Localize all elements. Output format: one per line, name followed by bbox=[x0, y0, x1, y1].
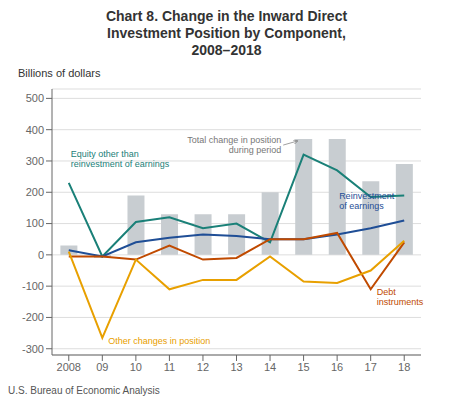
svg-text:-300: -300 bbox=[22, 343, 44, 355]
svg-text:Equity other thanreinvestment: Equity other thanreinvestment of earning… bbox=[71, 149, 170, 169]
html-text:U.S. Bureau of Economic Analys: U.S. Bureau of Economic Analysis bbox=[8, 385, 160, 396]
svg-text:11: 11 bbox=[164, 361, 175, 373]
svg-text:Total change in positionduring: Total change in positionduring period bbox=[187, 135, 281, 155]
svg-text:300: 300 bbox=[26, 155, 44, 167]
svg-text:16: 16 bbox=[331, 361, 343, 373]
html-text:Chart 8. Change in the Inward: Chart 8. Change in the Inward Direct bbox=[105, 8, 348, 24]
svg-text:-200: -200 bbox=[22, 311, 44, 323]
html-text:Investment Position by Compone: Investment Position by Component, bbox=[107, 25, 346, 41]
svg-text:Other changes in position: Other changes in position bbox=[108, 336, 210, 346]
svg-text:14: 14 bbox=[264, 361, 276, 373]
svg-text:09: 09 bbox=[96, 361, 108, 373]
svg-text:500: 500 bbox=[26, 92, 44, 104]
html-text:2008–2018: 2008–2018 bbox=[191, 42, 262, 58]
svg-text:100: 100 bbox=[26, 217, 44, 229]
svg-text:-100: -100 bbox=[22, 280, 44, 292]
svg-text:Debtinstruments: Debtinstruments bbox=[377, 287, 424, 307]
svg-text:200: 200 bbox=[26, 186, 44, 198]
html-text:Billions of dollars: Billions of dollars bbox=[18, 67, 101, 79]
svg-text:12: 12 bbox=[197, 361, 209, 373]
svg-text:17: 17 bbox=[365, 361, 377, 373]
svg-text:10: 10 bbox=[130, 361, 142, 373]
svg-text:13: 13 bbox=[230, 361, 242, 373]
svg-text:400: 400 bbox=[26, 124, 44, 136]
svg-text:0: 0 bbox=[38, 249, 44, 261]
svg-text:Reinvestmentof earnings: Reinvestmentof earnings bbox=[339, 191, 395, 211]
svg-text:2008: 2008 bbox=[57, 361, 81, 373]
svg-text:18: 18 bbox=[398, 361, 410, 373]
svg-text:15: 15 bbox=[297, 361, 309, 373]
